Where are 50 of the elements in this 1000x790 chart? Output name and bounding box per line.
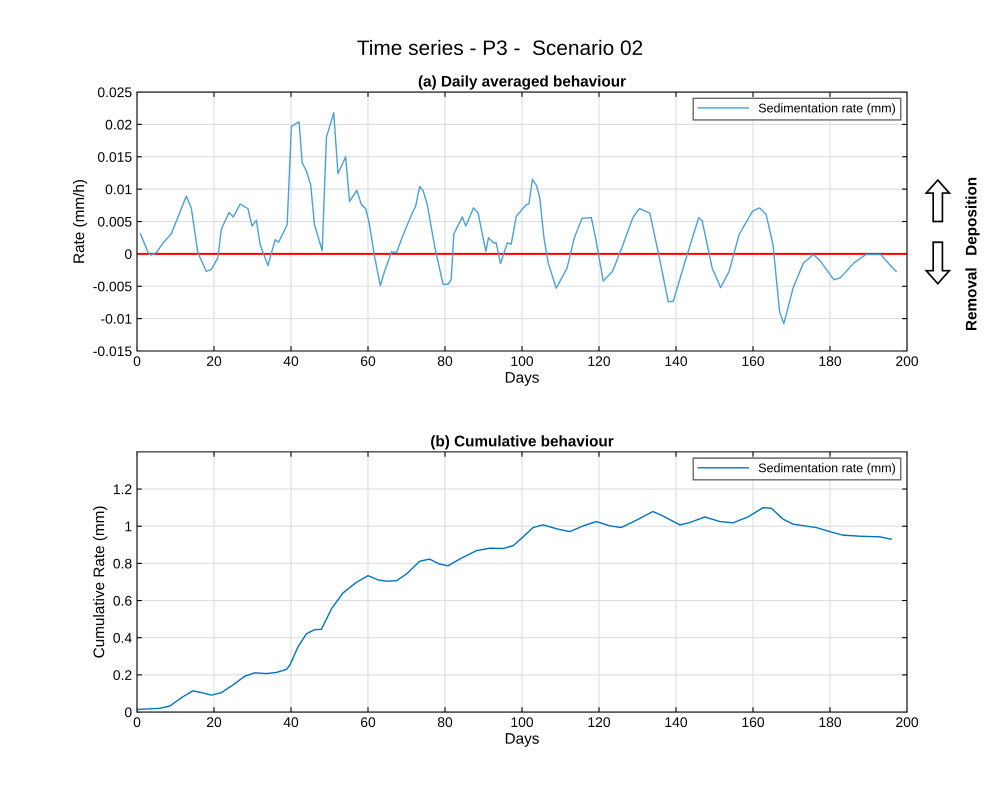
chart-title: Time series - P3 - Scenario 02 xyxy=(357,40,642,56)
x-tick-label: 40 xyxy=(284,717,298,728)
text: Deposition xyxy=(965,178,980,255)
x-tick-label: 20 xyxy=(206,717,222,728)
x-tick-label: 180 xyxy=(819,356,842,366)
x-tick-label: 200 xyxy=(896,356,918,366)
chart-subtitle: (a) Daily averaged behaviour xyxy=(418,75,626,90)
x-tick-label: 120 xyxy=(588,717,610,728)
y-tick-label: 0 xyxy=(124,249,132,260)
y-tick-label: 0.005 xyxy=(98,216,132,227)
legend-label: Sedimentation rate (mm) xyxy=(758,103,895,115)
x-tick-label: 160 xyxy=(742,717,764,728)
y-tick-label: 1.2 xyxy=(114,484,132,494)
y-tick-label: 0.8 xyxy=(113,558,132,569)
chart-subtitle: (b) Cumulative behaviour xyxy=(431,435,614,450)
x-tick-label: 40 xyxy=(284,356,298,366)
y-tick-label: 0.4 xyxy=(113,633,132,643)
y-tick-label: 0.025 xyxy=(98,87,132,98)
x-tick-label: 80 xyxy=(438,717,452,728)
y-tick-label: 0.02 xyxy=(106,120,132,130)
y-axis-title: Rate (mm/h) xyxy=(72,180,88,263)
y-tick-label: 0.01 xyxy=(106,184,132,194)
x-tick-label: 60 xyxy=(360,717,376,728)
x-axis-title: Days xyxy=(506,733,539,747)
y-tick-label: 0.6 xyxy=(113,596,132,606)
line-series xyxy=(137,506,892,710)
text: Removal xyxy=(965,268,977,330)
x-tick-label: 60 xyxy=(360,356,376,366)
y-tick-label: -0.01 xyxy=(101,314,132,324)
x-tick-label: 100 xyxy=(511,356,534,366)
x-tick-label: 140 xyxy=(665,717,688,728)
x-tick-label: 120 xyxy=(588,356,610,366)
y-tick-label: 0.2 xyxy=(113,670,132,680)
y-tick-label: 1 xyxy=(125,522,132,532)
x-tick-label: 0 xyxy=(134,356,140,366)
y-tick-label: 0 xyxy=(124,707,132,718)
x-tick-label: 20 xyxy=(206,356,222,366)
y-axis-title: Cumulative Rate (mm) xyxy=(93,506,108,658)
x-tick-label: 100 xyxy=(511,717,534,728)
x-tick-label: 0 xyxy=(134,717,140,728)
x-axis-title: Days xyxy=(506,372,539,386)
y-tick-label: -0.015 xyxy=(93,346,132,356)
x-tick-label: 160 xyxy=(742,356,764,366)
x-tick-label: 200 xyxy=(896,717,918,728)
legend-label: Sedimentation rate (mm) xyxy=(758,463,895,475)
y-tick-label: -0.005 xyxy=(93,282,132,292)
x-tick-label: 80 xyxy=(438,356,452,366)
x-tick-label: 180 xyxy=(819,717,842,728)
y-tick-label: 0.015 xyxy=(98,152,132,162)
x-tick-label: 140 xyxy=(665,356,688,366)
